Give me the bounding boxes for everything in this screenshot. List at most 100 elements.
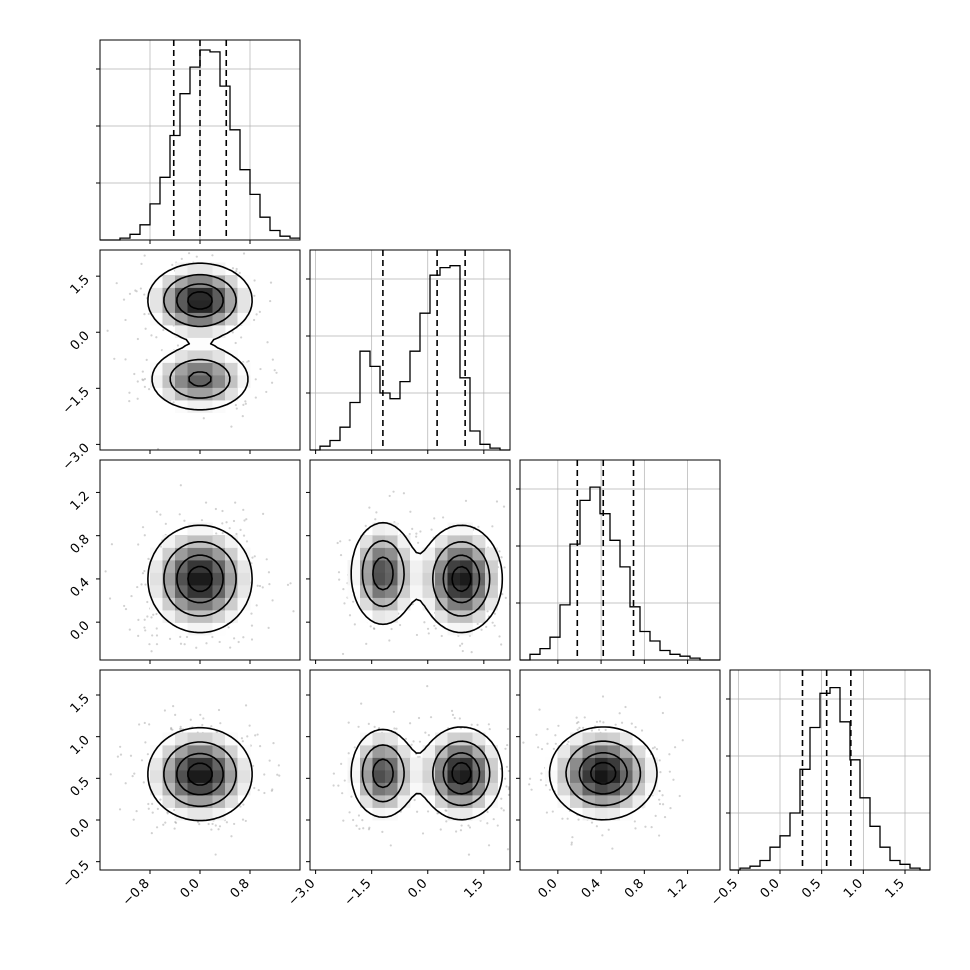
x-tick-label: −3.0: [286, 876, 319, 909]
sample-point: [391, 454, 393, 456]
sample-point: [169, 728, 173, 731]
density-cell: [385, 745, 398, 758]
histogram-bin: [260, 217, 270, 240]
sample-point: [106, 329, 109, 332]
sample-point: [658, 834, 661, 837]
sample-point: [155, 612, 158, 616]
density-cell: [237, 585, 251, 598]
sample-point: [228, 527, 231, 530]
sample-point: [164, 821, 167, 824]
sample-point: [173, 809, 176, 812]
histogram-bin: [420, 313, 430, 450]
sample-point: [535, 733, 538, 736]
sample-point: [673, 746, 677, 749]
sample-point: [360, 702, 363, 705]
histogram-bin: [480, 444, 490, 450]
sample-point: [602, 721, 605, 724]
sample-point: [155, 627, 158, 630]
sample-point: [140, 262, 143, 265]
sample-point: [261, 586, 264, 589]
sample-point: [139, 287, 142, 290]
sample-point: [614, 723, 617, 726]
density-cell: [150, 585, 163, 598]
histogram-bin: [340, 427, 350, 450]
density-cell: [472, 745, 486, 758]
sample-point: [130, 594, 133, 598]
sample-point: [147, 312, 150, 316]
sample-point: [492, 818, 495, 821]
sample-point: [506, 848, 510, 851]
density-cell: [607, 757, 621, 771]
density-cell: [187, 400, 201, 413]
density-cell: [645, 770, 658, 783]
sample-point: [251, 764, 255, 767]
sample-point: [143, 618, 146, 621]
density-cell: [472, 597, 486, 611]
density-cell: [175, 782, 188, 796]
sample-point: [179, 484, 182, 487]
sample-point: [347, 752, 350, 755]
density-panel-p2-p3: [522, 695, 684, 850]
density-cell: [422, 745, 436, 758]
sample-point: [141, 378, 144, 381]
sample-point: [545, 811, 548, 814]
sample-point: [128, 628, 131, 631]
y-tick-label: −3.0: [60, 441, 93, 474]
sample-point: [124, 358, 127, 361]
density-cell: [187, 262, 201, 276]
density-panel-p0-p2: [104, 484, 295, 653]
sample-point: [548, 788, 552, 791]
density-cell: [237, 560, 251, 573]
density-cell: [187, 560, 201, 573]
sample-point: [426, 685, 429, 688]
density-cell: [460, 610, 473, 623]
density-cell: [200, 262, 213, 276]
density-cell: [162, 770, 176, 783]
histogram-bin: [330, 441, 340, 451]
sample-point: [257, 788, 260, 792]
sample-point: [267, 571, 271, 574]
density-cell: [472, 547, 486, 561]
sample-point: [554, 742, 557, 745]
histogram-bin: [160, 177, 170, 240]
sample-point: [253, 279, 256, 282]
sample-point: [512, 768, 514, 770]
density-cell: [410, 770, 423, 783]
sample-point: [263, 773, 266, 776]
histogram-step-line: [520, 486, 720, 661]
sample-point: [217, 708, 221, 712]
density-cell: [607, 745, 621, 758]
sample-point: [227, 626, 230, 629]
sample-point: [365, 642, 368, 645]
sample-point: [506, 743, 509, 747]
density-cell: [175, 300, 188, 313]
y-tick-label: 1.2: [68, 489, 93, 514]
sample-point: [234, 501, 237, 504]
sample-point: [246, 735, 249, 738]
density-cell: [435, 572, 448, 586]
y-tick-label: 0.0: [68, 618, 93, 643]
sample-point: [337, 571, 341, 574]
sample-point: [244, 819, 247, 823]
contour-line: [548, 726, 658, 821]
density-cell: [485, 597, 498, 611]
sample-point: [189, 718, 192, 721]
sample-point: [248, 724, 251, 727]
histogram-p1-frame: [309, 249, 511, 451]
contour-line: [578, 752, 628, 795]
sample-point: [388, 639, 391, 642]
sample-point: [505, 765, 509, 768]
sample-point: [462, 661, 464, 663]
sample-point: [598, 720, 602, 723]
histogram-bin: [130, 234, 140, 240]
sample-point: [211, 254, 214, 257]
sample-point: [214, 824, 217, 827]
density-cell: [385, 585, 398, 598]
density-cell: [360, 795, 373, 808]
density-cell: [162, 795, 176, 808]
sample-point: [136, 380, 139, 383]
sample-point: [486, 822, 489, 825]
sample-point: [266, 341, 269, 344]
density-cell: [187, 337, 201, 351]
sample-point: [426, 810, 430, 813]
